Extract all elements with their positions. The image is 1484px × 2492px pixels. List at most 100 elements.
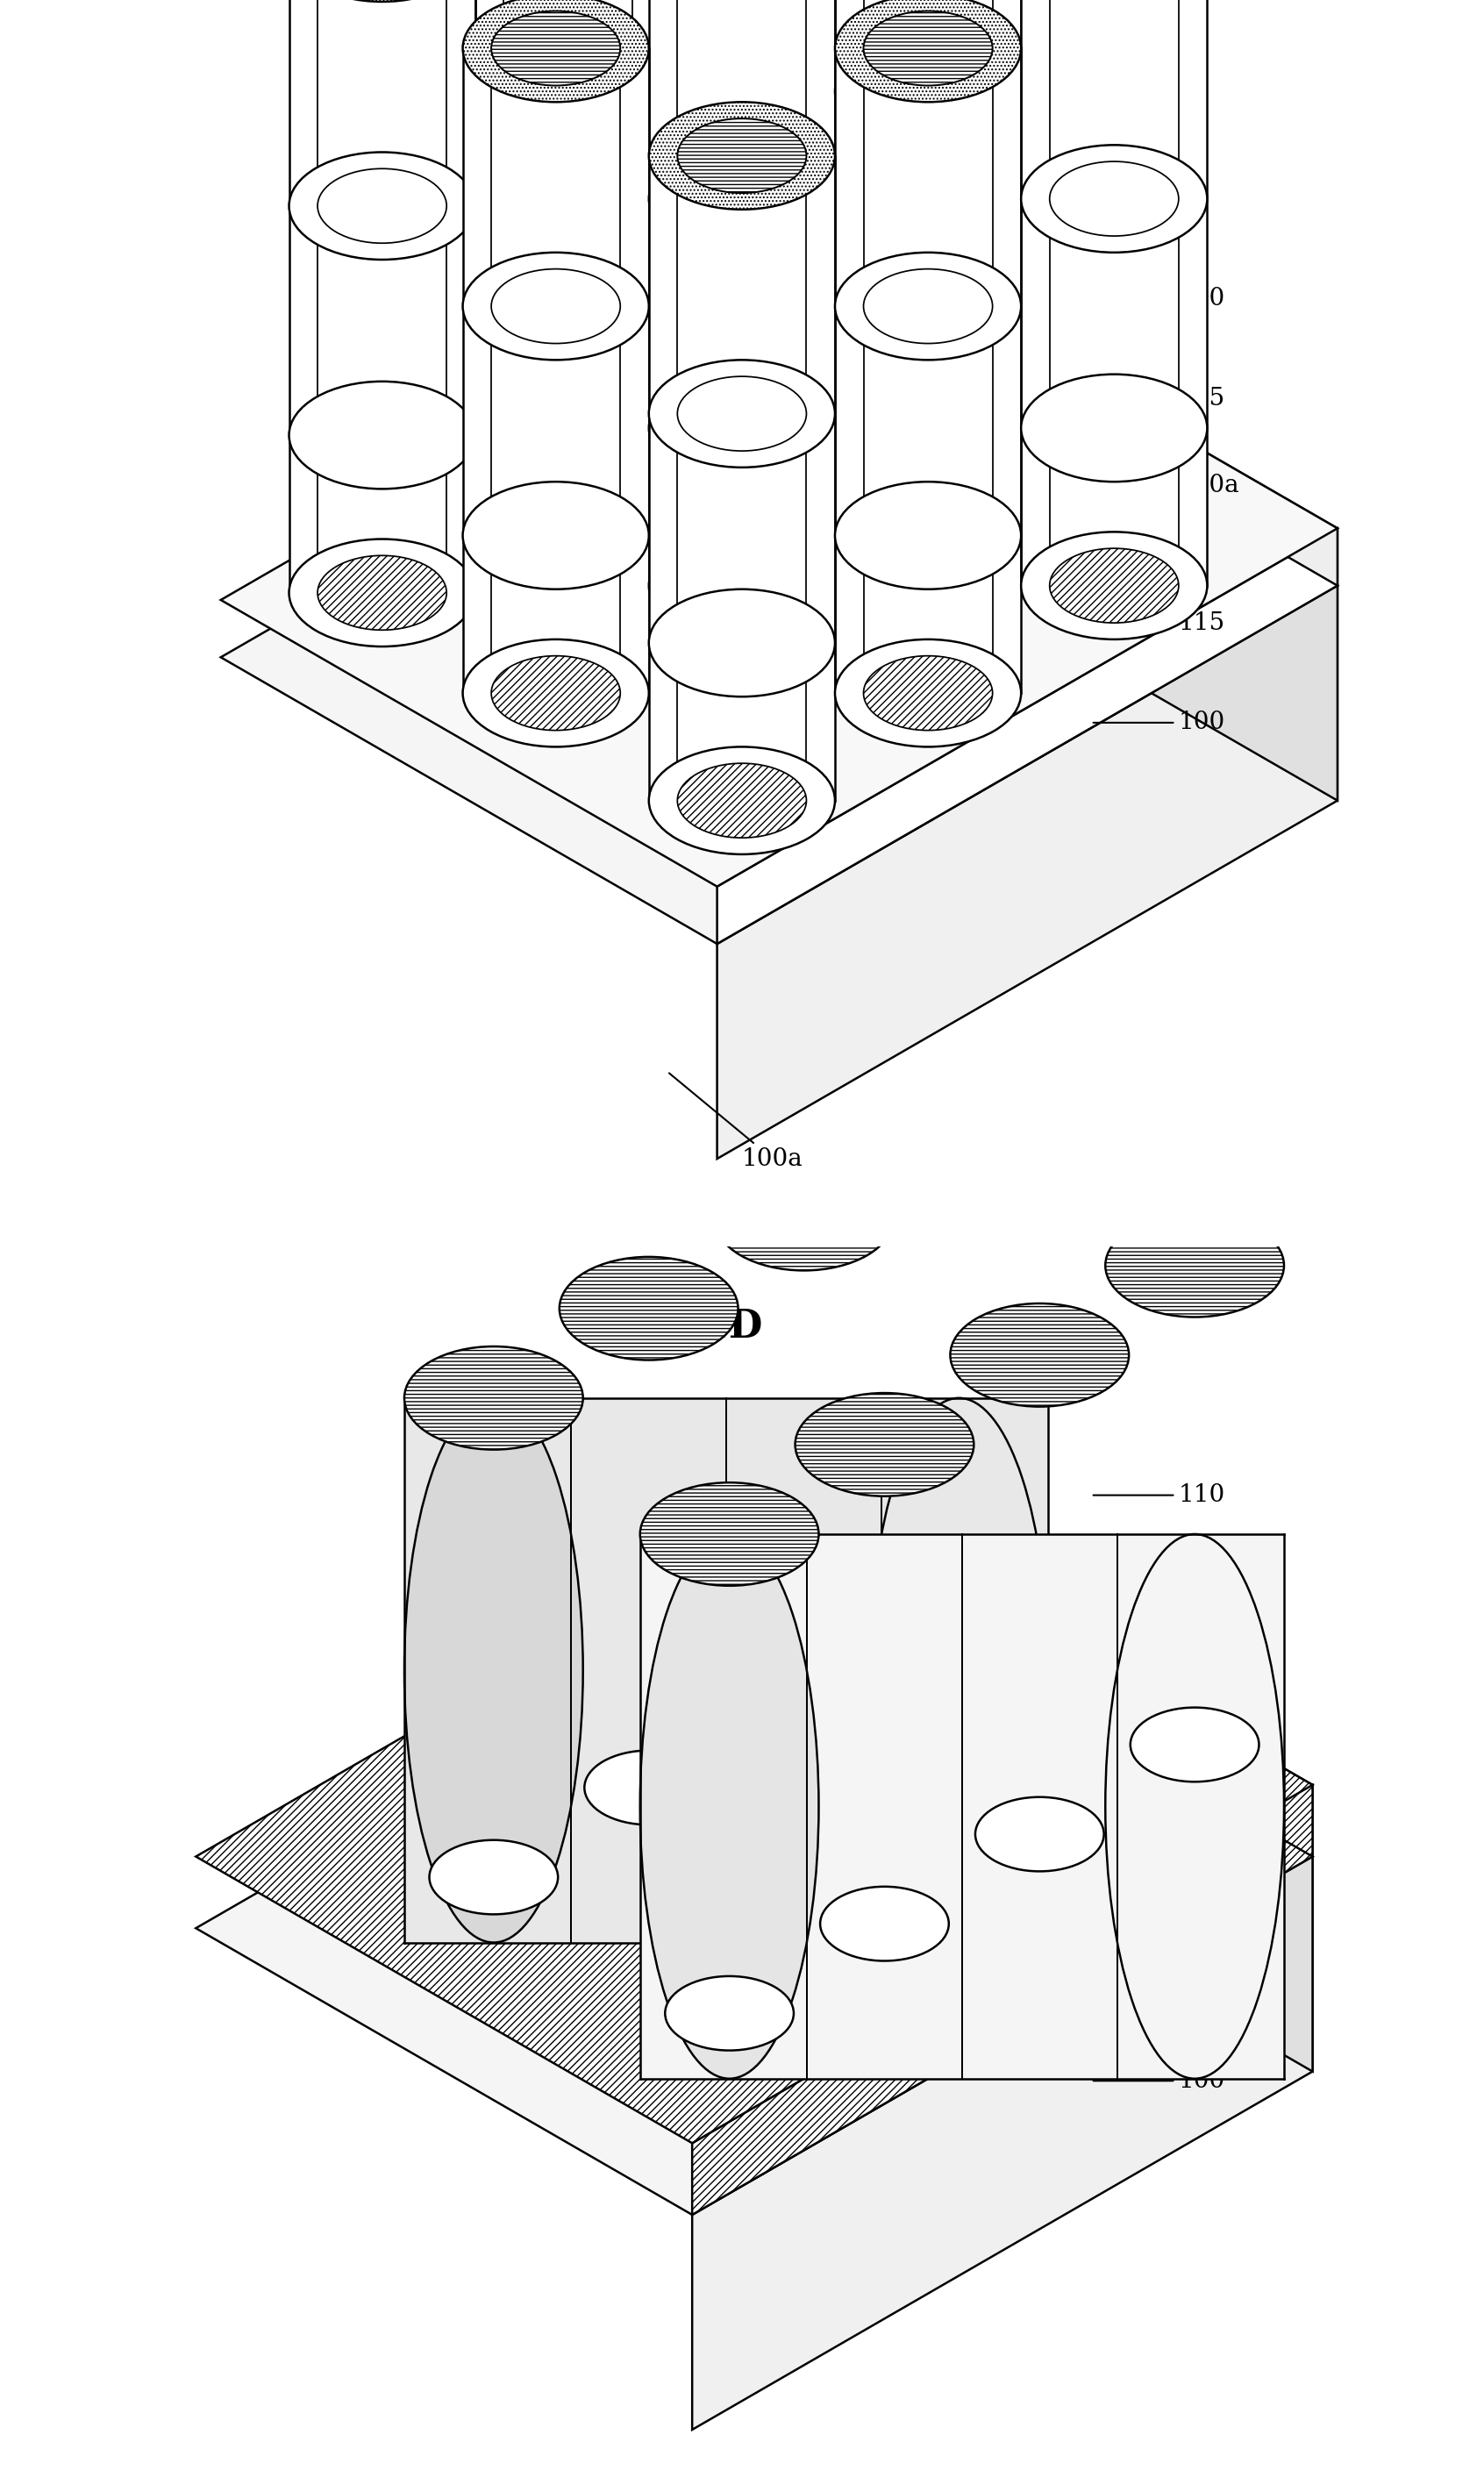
- FancyBboxPatch shape: [1049, 199, 1178, 586]
- Ellipse shape: [649, 531, 835, 640]
- Ellipse shape: [475, 45, 662, 152]
- Ellipse shape: [640, 1483, 819, 1585]
- Ellipse shape: [690, 0, 819, 27]
- FancyBboxPatch shape: [1021, 199, 1206, 429]
- Ellipse shape: [1106, 1214, 1284, 1318]
- FancyBboxPatch shape: [475, 326, 662, 486]
- FancyBboxPatch shape: [289, 207, 475, 436]
- Text: 100: 100: [1094, 2068, 1224, 2093]
- Ellipse shape: [1021, 145, 1206, 252]
- Ellipse shape: [640, 1535, 819, 2078]
- Ellipse shape: [870, 1398, 1048, 1944]
- Ellipse shape: [1049, 548, 1178, 623]
- Ellipse shape: [289, 381, 475, 488]
- FancyBboxPatch shape: [475, 0, 662, 100]
- Text: 145: 145: [1094, 1956, 1224, 1981]
- Ellipse shape: [662, 324, 847, 431]
- Polygon shape: [221, 242, 1337, 887]
- Polygon shape: [717, 528, 1337, 944]
- Ellipse shape: [491, 269, 620, 344]
- Text: 110: 110: [1068, 287, 1224, 312]
- Ellipse shape: [864, 269, 993, 344]
- Ellipse shape: [714, 1166, 893, 1271]
- Text: 110: 110: [1094, 1483, 1224, 1508]
- Ellipse shape: [475, 431, 662, 538]
- FancyBboxPatch shape: [649, 155, 835, 414]
- Polygon shape: [841, 242, 1337, 586]
- FancyBboxPatch shape: [677, 0, 806, 199]
- Ellipse shape: [289, 152, 475, 259]
- FancyBboxPatch shape: [503, 100, 632, 486]
- Ellipse shape: [1021, 374, 1206, 481]
- Polygon shape: [841, 299, 1337, 800]
- Text: 100a: 100a: [669, 1074, 803, 1171]
- Ellipse shape: [649, 359, 835, 468]
- Ellipse shape: [649, 145, 835, 252]
- Ellipse shape: [318, 169, 447, 244]
- FancyBboxPatch shape: [289, 436, 475, 593]
- FancyBboxPatch shape: [649, 414, 835, 643]
- Ellipse shape: [662, 167, 847, 274]
- Polygon shape: [717, 586, 1337, 1159]
- Ellipse shape: [662, 0, 847, 45]
- Polygon shape: [196, 1570, 1312, 2215]
- Ellipse shape: [649, 588, 835, 698]
- Ellipse shape: [835, 267, 1021, 374]
- Ellipse shape: [289, 538, 475, 645]
- Ellipse shape: [795, 1393, 974, 1495]
- Ellipse shape: [677, 120, 806, 192]
- FancyBboxPatch shape: [677, 199, 806, 586]
- FancyBboxPatch shape: [640, 1535, 1284, 2078]
- Ellipse shape: [677, 162, 806, 237]
- FancyBboxPatch shape: [835, 307, 1021, 536]
- Ellipse shape: [1131, 1707, 1258, 1782]
- FancyBboxPatch shape: [864, 0, 993, 92]
- Ellipse shape: [1106, 1535, 1284, 2078]
- Ellipse shape: [585, 1749, 712, 1824]
- FancyBboxPatch shape: [475, 100, 662, 326]
- Ellipse shape: [950, 1303, 1129, 1405]
- FancyBboxPatch shape: [662, 0, 847, 219]
- Ellipse shape: [835, 424, 1021, 531]
- Ellipse shape: [318, 556, 447, 630]
- Ellipse shape: [475, 274, 662, 381]
- FancyBboxPatch shape: [463, 536, 649, 693]
- Text: 115: 115: [1094, 611, 1224, 635]
- FancyBboxPatch shape: [662, 219, 847, 379]
- Ellipse shape: [690, 341, 819, 416]
- Ellipse shape: [975, 1797, 1104, 1871]
- Ellipse shape: [864, 55, 993, 130]
- Polygon shape: [196, 1498, 1312, 2143]
- Ellipse shape: [463, 252, 649, 359]
- Polygon shape: [221, 299, 1337, 944]
- Ellipse shape: [739, 1662, 868, 1734]
- FancyBboxPatch shape: [835, 321, 1021, 478]
- Text: FIG. 1C: FIG. 1C: [598, 62, 761, 100]
- FancyBboxPatch shape: [318, 207, 447, 593]
- FancyBboxPatch shape: [649, 429, 835, 586]
- Text: 105: 105: [1094, 386, 1224, 411]
- Ellipse shape: [559, 1256, 738, 1361]
- Ellipse shape: [649, 374, 835, 481]
- FancyBboxPatch shape: [491, 47, 620, 307]
- Ellipse shape: [835, 37, 1021, 145]
- Ellipse shape: [463, 640, 649, 748]
- Ellipse shape: [835, 0, 1021, 102]
- FancyBboxPatch shape: [463, 307, 649, 536]
- Polygon shape: [692, 1784, 1312, 2215]
- Ellipse shape: [491, 10, 620, 85]
- Ellipse shape: [870, 1077, 1048, 1181]
- Text: 100: 100: [1094, 710, 1224, 735]
- Ellipse shape: [404, 1346, 583, 1450]
- FancyBboxPatch shape: [835, 92, 1021, 321]
- FancyBboxPatch shape: [649, 0, 835, 199]
- Ellipse shape: [864, 10, 993, 85]
- Ellipse shape: [821, 1886, 948, 1961]
- Ellipse shape: [429, 1839, 558, 1914]
- FancyBboxPatch shape: [835, 536, 1021, 693]
- Ellipse shape: [649, 102, 835, 209]
- Ellipse shape: [677, 376, 806, 451]
- FancyBboxPatch shape: [1021, 429, 1206, 586]
- Ellipse shape: [835, 252, 1021, 359]
- FancyBboxPatch shape: [491, 307, 620, 693]
